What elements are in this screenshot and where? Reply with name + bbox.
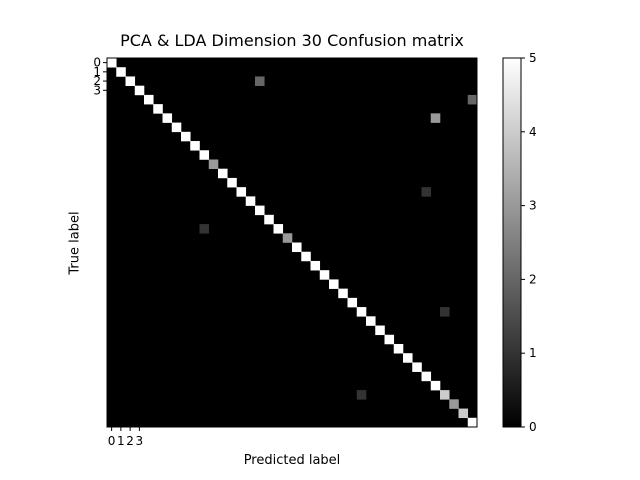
matrix-cell-diagonal (384, 334, 395, 345)
matrix-cell-diagonal (162, 113, 173, 123)
matrix-cell-diagonal (421, 371, 432, 382)
matrix-cell-diagonal (134, 85, 145, 96)
matrix-cell-diagonal (403, 353, 413, 363)
matrix-cell-diagonal (153, 104, 163, 114)
matrix-cell-diagonal (273, 224, 284, 234)
y-tick-label: 0 (93, 56, 101, 70)
matrix-cell-diagonal (255, 205, 265, 216)
matrix-cell-diagonal (125, 76, 136, 86)
matrix-cell-diagonal (199, 150, 210, 160)
chart-title: PCA & LDA Dimension 30 Confusion matrix (120, 31, 464, 50)
y-tick-label: 1 (93, 65, 101, 79)
matrix-cell-diagonal (236, 187, 247, 197)
matrix-cell-diagonal (319, 270, 330, 280)
matrix-cell-diagonal (227, 177, 237, 188)
matrix-cell-diagonal (292, 242, 302, 253)
matrix-cell-diagonal (116, 67, 126, 77)
matrix-cell-diagonal (181, 131, 191, 142)
matrix-cell-diagonal (449, 399, 459, 409)
matrix-cell-diagonal (412, 362, 422, 372)
matrix-cell-diagonal (356, 307, 367, 317)
matrix-cell-diagonal (393, 343, 404, 354)
matrix-cell-diagonal (190, 141, 200, 151)
matrix-cell-diagonal (310, 260, 321, 271)
colorbar (502, 57, 522, 428)
y-axis-label: True label (67, 211, 83, 275)
matrix-cell-diagonal (301, 251, 311, 262)
matrix-cell-diagonal (107, 58, 117, 68)
matrix-cell-diagonal (264, 214, 274, 225)
matrix-cell-diagonal (208, 159, 219, 169)
colorbar-tick-label: 1 (529, 346, 537, 360)
y-tick-label: 2 (93, 74, 101, 88)
matrix-cell-diagonal (458, 408, 469, 419)
x-tick-label: 1 (117, 434, 125, 448)
matrix-cell-diagonal (218, 168, 228, 179)
matrix-cell-offdiagonal (356, 390, 367, 400)
y-tick-label: 3 (93, 83, 101, 97)
x-axis-label: Predicted label (243, 453, 341, 468)
matrix-cell-diagonal (245, 196, 256, 206)
matrix-cell-offdiagonal (255, 76, 265, 86)
matrix-cell-offdiagonal (467, 94, 478, 105)
matrix-cell-offdiagonal (430, 113, 441, 123)
matrix-cell-diagonal (144, 94, 154, 105)
matrix-cell-diagonal (375, 325, 385, 336)
colorbar-tick-label: 0 (529, 420, 537, 434)
colorbar-tick-label: 3 (529, 199, 537, 213)
matrix-cell-diagonal (171, 122, 182, 133)
matrix-cell-diagonal (440, 390, 450, 400)
matrix-frame (106, 57, 478, 428)
colorbar-tick-label: 4 (529, 125, 537, 139)
matrix-cell-diagonal (338, 288, 348, 299)
colorbar-tick-label: 5 (529, 51, 537, 65)
matrix-cell-diagonal (347, 297, 358, 308)
matrix-cell-diagonal (467, 417, 478, 428)
matrix-cell-diagonal (430, 380, 441, 391)
matrix-cell-diagonal (282, 233, 293, 243)
x-tick-label: 3 (136, 434, 144, 448)
matrix-cell-offdiagonal (199, 224, 210, 234)
matrix-cell-offdiagonal (440, 307, 450, 317)
x-tick-label: 0 (108, 434, 116, 448)
colorbar-tick-label: 2 (529, 272, 537, 286)
matrix-cell-offdiagonal (421, 187, 432, 197)
x-tick-label: 2 (126, 434, 134, 448)
matrix-cell-diagonal (329, 279, 339, 289)
matrix-cell-diagonal (366, 316, 376, 326)
